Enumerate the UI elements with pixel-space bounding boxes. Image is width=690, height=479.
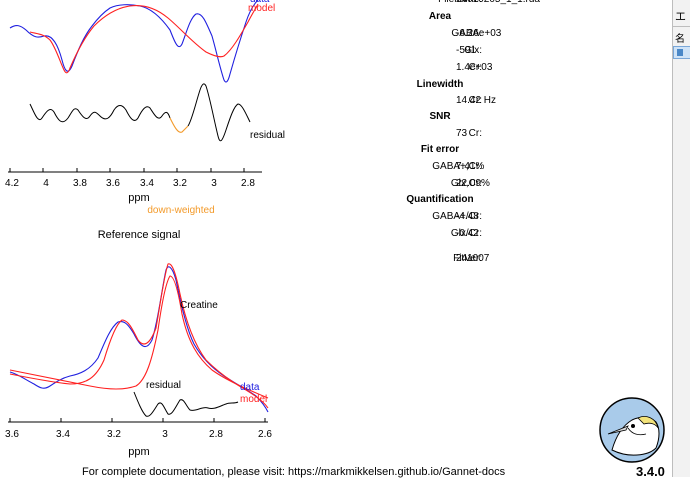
tick-label: 2.8 — [241, 178, 255, 189]
snr-header: SNR — [429, 111, 451, 122]
gaba-fit-error-value: 7.41% — [456, 161, 485, 172]
glx-fit-error-row: Glx,Cr: 22.09% — [370, 176, 660, 192]
gaba-area-row: GABA: -6.26e+03 — [370, 26, 660, 42]
filename-value: 24010205_1_1.rda — [456, 0, 540, 8]
gaba-area-label: GABA: — [451, 28, 482, 39]
fitver-value: 241007 — [456, 253, 490, 264]
ref-x-axis-label: ppm — [128, 446, 149, 458]
fit-error-header: Fit error — [420, 144, 460, 155]
filename-label: Filename: — [438, 0, 482, 8]
tick-label: 4.2 — [5, 178, 19, 189]
glx-quant-value: -0.42 — [456, 228, 479, 239]
legend-data-label: data — [250, 0, 270, 5]
tick-label: 3.4 — [140, 178, 154, 189]
fitver-row: FitVer: 241007 — [370, 251, 660, 267]
residual-curve-tail — [187, 83, 251, 142]
ref-model-baseline — [9, 275, 269, 399]
cr-snr-value: 73 — [456, 128, 468, 139]
tick-label: 3.6 — [5, 429, 19, 440]
tick-label: 3.2 — [173, 178, 187, 189]
version-label: 3.4.0 — [636, 464, 665, 479]
cr-linewidth-label: Cr: — [468, 95, 482, 106]
residual-label: residual — [250, 130, 285, 141]
data-curve — [9, 0, 259, 83]
glx-fit-error-value: 22.09% — [456, 178, 490, 189]
side-panel-column-header[interactable]: 名 — [675, 34, 685, 45]
side-panel: エ 名 — [672, 0, 690, 477]
tick-label: 3.8 — [73, 178, 87, 189]
gaba-area-value: -6.26e+03 — [456, 28, 502, 39]
ref-residual-curve — [133, 391, 239, 417]
gaba-quant-row: GABA+/Cr: -4.48 — [370, 209, 660, 225]
ref-data-curve — [9, 266, 269, 413]
file-icon — [677, 49, 683, 56]
legend-model-label: model — [248, 3, 275, 14]
ref-model-curve — [9, 263, 269, 409]
top-x-ticks — [9, 168, 245, 172]
glx-quant-row: Glx/Cr: -0.42 — [370, 226, 660, 242]
cr-snr-label: Cr: — [468, 128, 482, 139]
tick-label: 3.2 — [107, 429, 121, 440]
reference-title: Reference signal — [98, 229, 181, 240]
model-curve — [29, 3, 259, 74]
glx-area-row: Glx: -591 — [370, 43, 660, 59]
ref-legend-model-label: model — [240, 394, 267, 405]
tick-label: 2.6 — [258, 429, 272, 440]
side-panel-title: エ — [675, 11, 686, 23]
glx-area-label: Glx: — [464, 45, 482, 56]
cr-snr-row: Cr: 73 — [370, 126, 660, 142]
tick-label: 3 — [211, 178, 217, 189]
side-panel-selected-row[interactable] — [673, 46, 690, 59]
ref-x-ticks — [9, 418, 266, 422]
gaba-fit-plot: data model residual 4.2 4 3.8 3.6 3.4 3.… — [5, 0, 285, 240]
glx-area-value: -591 — [456, 45, 477, 56]
quantification-header: Quantification — [406, 194, 474, 205]
fitver-label: FitVer: — [453, 253, 482, 264]
cr-area-value: 1.4e+03 — [456, 62, 493, 73]
downweighted-label: down-weighted — [147, 205, 214, 216]
linewidth-header: Linewidth — [416, 79, 464, 90]
x-axis-label: ppm — [128, 192, 149, 204]
documentation-footer: For complete documentation, please visit… — [82, 466, 506, 478]
ref-legend-data-label: data — [240, 382, 260, 393]
tick-label: 4 — [43, 178, 49, 189]
cr-linewidth-value: 14.42 Hz — [456, 95, 497, 106]
glx-quant-label: Glx/Cr: — [450, 228, 482, 239]
gaba-fit-error-label: GABA+,Cr: — [432, 161, 482, 172]
residual-curve — [29, 103, 171, 123]
creatine-label: Creatine — [180, 300, 218, 311]
gaba-fit-error-row: GABA+,Cr: 7.41% — [370, 159, 660, 175]
cr-area-row: Cr: 1.4e+03 — [370, 60, 660, 76]
tick-label: 3.6 — [106, 178, 120, 189]
gaba-quant-label: GABA+/Cr: — [432, 211, 482, 222]
cr-area-label: Cr: — [468, 62, 482, 73]
ref-residual-label: residual — [146, 380, 181, 391]
tick-label: 3.4 — [56, 429, 70, 440]
reference-fit-plot: Creatine residual data model 3.6 3.4 3.2… — [5, 263, 272, 458]
glx-fit-error-label: Glx,Cr: — [450, 178, 482, 189]
area-header: Area — [428, 11, 452, 22]
gannet-logo — [599, 397, 665, 463]
gaba-quant-value: -4.48 — [456, 211, 479, 222]
tick-label: 2.8 — [209, 429, 223, 440]
filename-row: Filename: 24010205_1_1.rda — [370, 0, 660, 8]
cr-linewidth-row: Cr: 14.42 Hz — [370, 93, 660, 109]
tick-label: 3 — [162, 429, 168, 440]
residual-downweighted — [169, 117, 189, 133]
